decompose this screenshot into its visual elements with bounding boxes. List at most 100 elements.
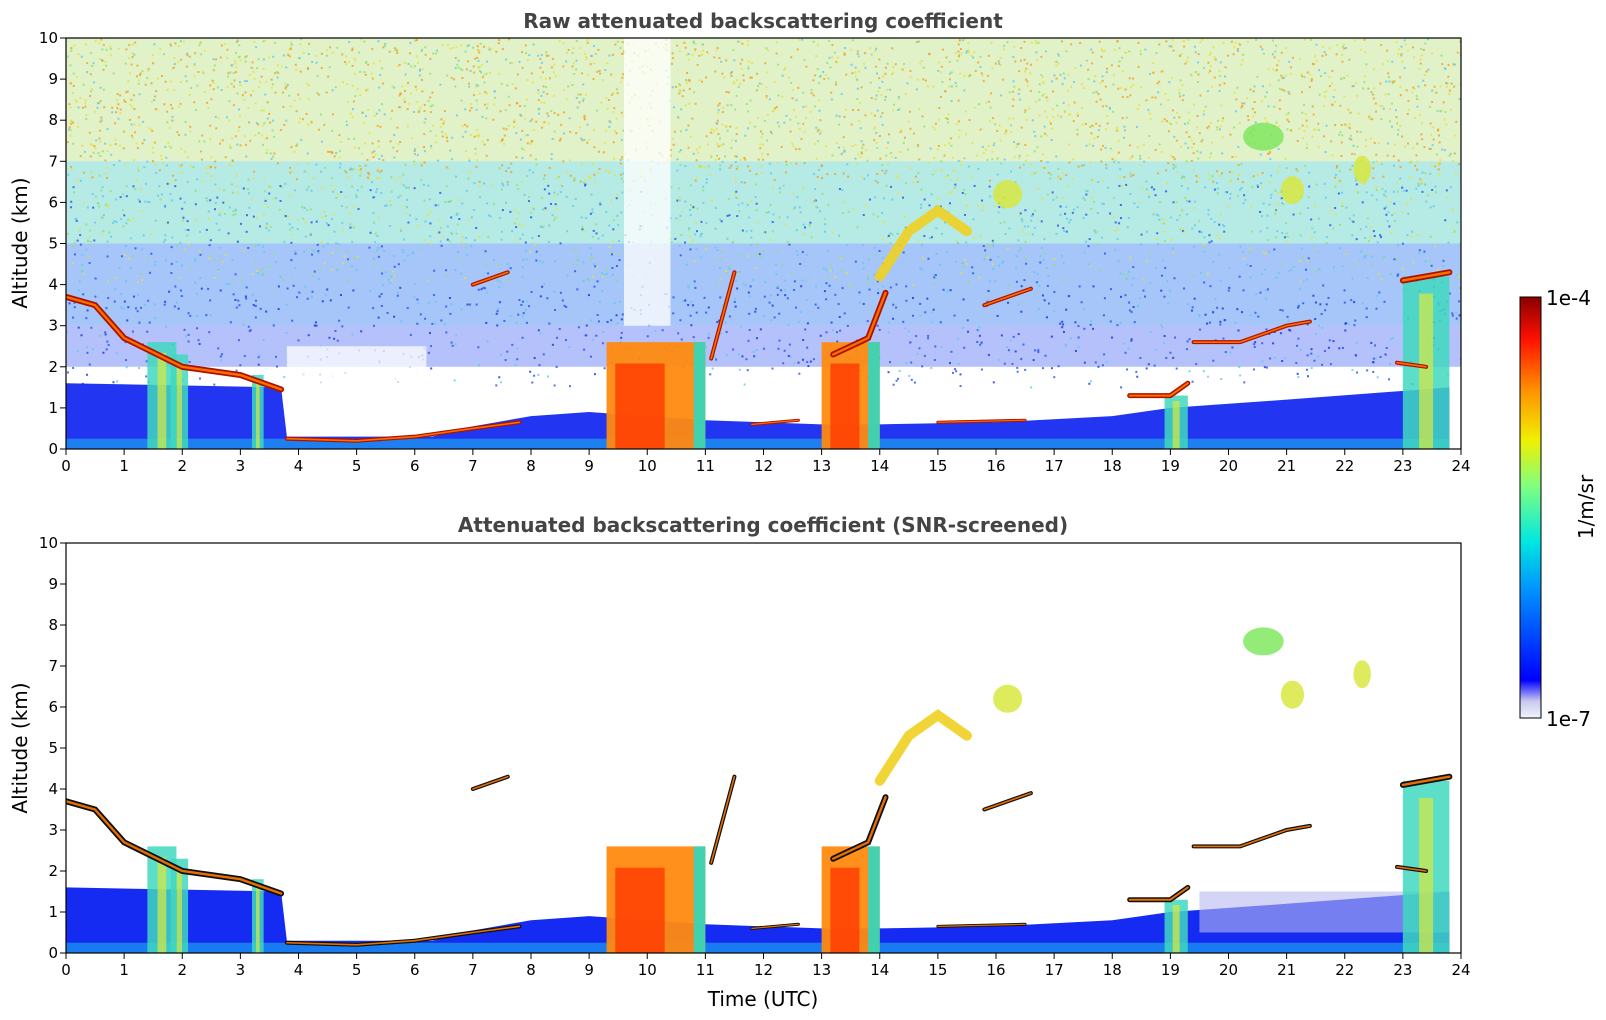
noise-speckle <box>551 214 554 217</box>
noise-speckle <box>1128 301 1131 304</box>
noise-speckle <box>454 67 457 70</box>
noise-speckle <box>307 123 310 126</box>
noise-speckle <box>1323 182 1326 185</box>
noise-speckle <box>446 238 449 241</box>
noise-speckle <box>672 143 675 146</box>
noise-speckle <box>1296 140 1299 143</box>
noise-speckle <box>224 156 227 159</box>
noise-speckle <box>483 81 486 84</box>
noise-speckle <box>1457 275 1460 278</box>
noise-speckle <box>1138 201 1141 204</box>
noise-speckle <box>1046 284 1049 287</box>
noise-speckle <box>85 317 88 320</box>
noise-speckle <box>1195 174 1198 177</box>
noise-speckle <box>458 218 461 221</box>
noise-speckle <box>1170 45 1173 48</box>
noise-speckle <box>331 113 334 116</box>
noise-speckle <box>1373 87 1376 90</box>
noise-speckle <box>347 137 350 140</box>
noise-speckle <box>1190 159 1193 162</box>
noise-speckle <box>1449 186 1452 189</box>
noise-speckle <box>1045 134 1048 137</box>
noise-speckle <box>1375 307 1378 310</box>
noise-speckle <box>965 241 968 244</box>
noise-speckle <box>164 234 167 237</box>
noise-speckle <box>394 47 397 50</box>
noise-speckle <box>198 342 201 345</box>
noise-speckle <box>828 40 831 43</box>
noise-speckle <box>90 171 93 174</box>
noise-speckle <box>555 365 558 368</box>
noise-speckle <box>963 75 966 78</box>
noise-speckle <box>372 257 375 260</box>
noise-speckle <box>1196 126 1199 129</box>
noise-speckle <box>378 86 381 89</box>
noise-speckle <box>733 59 736 62</box>
noise-speckle <box>547 115 550 118</box>
noise-speckle <box>185 80 188 83</box>
noise-speckle <box>186 52 189 55</box>
noise-speckle <box>252 70 255 73</box>
noise-speckle <box>331 252 334 255</box>
noise-speckle <box>611 273 614 276</box>
noise-speckle <box>125 91 128 94</box>
noise-speckle <box>1407 142 1410 145</box>
noise-speckle <box>750 76 753 79</box>
noise-speckle <box>157 77 160 80</box>
noise-speckle <box>436 232 439 235</box>
noise-speckle <box>378 295 381 298</box>
noise-speckle <box>110 235 113 238</box>
noise-speckle <box>1335 166 1338 169</box>
noise-speckle <box>835 331 838 334</box>
noise-speckle <box>873 273 876 276</box>
noise-speckle <box>547 122 550 125</box>
noise-speckle <box>197 71 200 74</box>
noise-speckle <box>809 110 812 113</box>
noise-speckle <box>1237 164 1240 167</box>
noise-speckle <box>1312 113 1315 116</box>
noise-speckle <box>1434 165 1437 168</box>
noise-speckle <box>1117 139 1120 142</box>
noise-speckle <box>742 74 745 77</box>
noise-speckle <box>516 358 519 361</box>
noise-speckle <box>1001 261 1004 264</box>
noise-speckle <box>125 48 128 51</box>
noise-speckle <box>403 100 406 103</box>
noise-speckle <box>1261 172 1264 175</box>
noise-speckle <box>1343 47 1346 50</box>
noise-speckle <box>872 213 875 216</box>
noise-speckle <box>89 94 92 97</box>
noise-speckle <box>235 185 238 188</box>
noise-speckle <box>366 158 369 161</box>
noise-speckle <box>200 158 203 161</box>
noise-speckle <box>821 192 824 195</box>
noise-speckle <box>1168 81 1171 84</box>
noise-speckle <box>1023 225 1026 228</box>
noise-speckle <box>366 176 369 179</box>
noise-speckle <box>1092 178 1095 181</box>
noise-speckle <box>255 217 258 220</box>
noise-speckle <box>837 146 840 149</box>
noise-speckle <box>1156 232 1159 235</box>
noise-speckle <box>1251 230 1254 233</box>
noise-speckle <box>1247 119 1250 122</box>
noise-speckle <box>616 92 619 95</box>
noise-speckle <box>308 84 311 87</box>
noise-speckle <box>338 166 341 169</box>
noise-speckle <box>877 288 880 291</box>
noise-speckle <box>1419 62 1422 65</box>
noise-speckle <box>1110 64 1113 67</box>
noise-speckle <box>557 175 560 178</box>
noise-speckle <box>880 94 883 97</box>
noise-speckle <box>779 289 782 292</box>
noise-speckle <box>796 253 799 256</box>
noise-speckle <box>563 111 566 114</box>
noise-speckle <box>918 108 921 111</box>
noise-speckle <box>1350 138 1353 141</box>
noise-speckle <box>1105 360 1108 363</box>
noise-speckle <box>1352 220 1355 223</box>
noise-speckle <box>361 152 364 155</box>
noise-speckle <box>724 321 727 324</box>
noise-speckle <box>1330 82 1333 85</box>
noise-speckle <box>824 74 827 77</box>
